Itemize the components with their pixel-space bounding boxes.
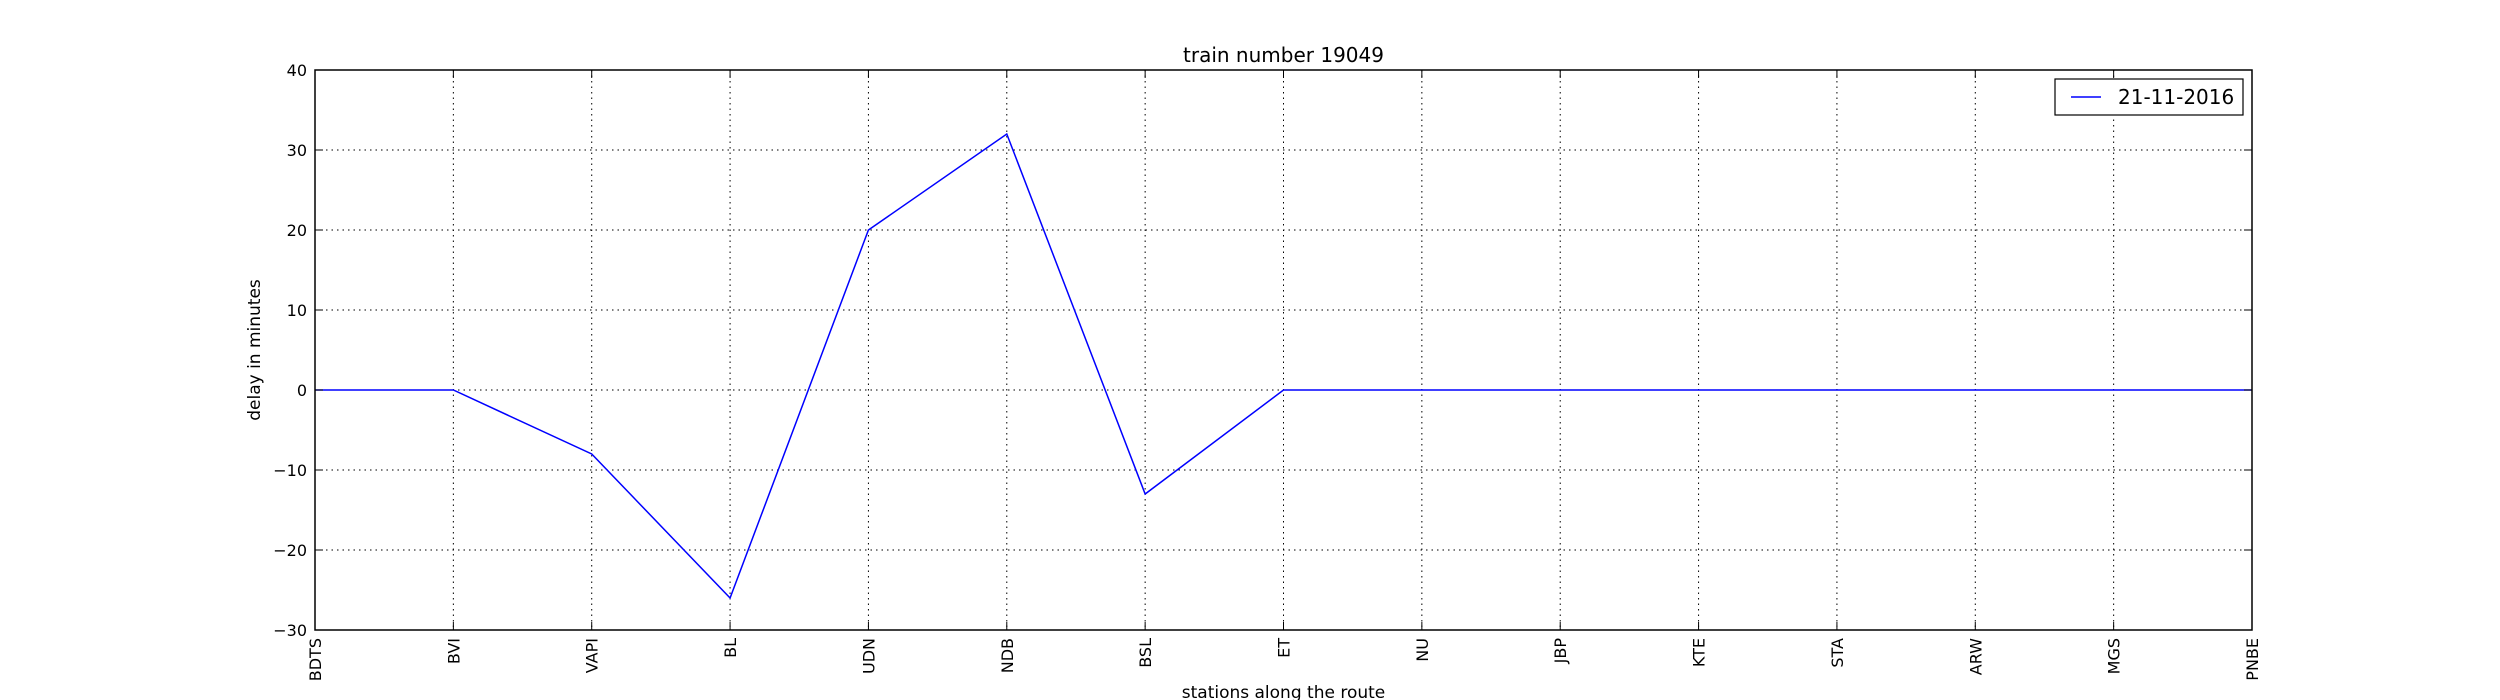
y-tick-label: −20 bbox=[273, 541, 307, 560]
x-tick-label: MGS bbox=[2105, 638, 2124, 674]
legend: 21-11-2016 bbox=[2054, 78, 2244, 116]
x-axis-label: stations along the route bbox=[1182, 683, 1386, 700]
y-axis-ticks: 40 30 20 10 0 −10 −20 −30 bbox=[273, 61, 2252, 640]
x-tick-label: JBP bbox=[1551, 638, 1570, 665]
y-tick-label: 40 bbox=[287, 61, 307, 80]
x-tick-label: BSL bbox=[1136, 638, 1155, 668]
x-tick-label: STA bbox=[1828, 638, 1847, 668]
plot-area bbox=[315, 70, 2252, 630]
x-tick-label: NDB bbox=[998, 638, 1017, 673]
x-tick-label: BVI bbox=[444, 638, 463, 664]
y-tick-label: −10 bbox=[273, 461, 307, 480]
x-axis-ticks: BDTS BVI VAPI BL UDN NDB BSL ET NU JBP KTE STA ARW MG… bbox=[306, 70, 2262, 681]
y-tick-label: 20 bbox=[287, 221, 307, 240]
series-line bbox=[315, 132, 2252, 600]
series-layer bbox=[315, 132, 2252, 600]
y-tick-label: 0 bbox=[297, 381, 307, 400]
y-tick-label: 10 bbox=[287, 301, 307, 320]
y-tick-label: 30 bbox=[287, 141, 307, 160]
x-tick-label: VAPI bbox=[583, 638, 602, 673]
x-tick-label: NU bbox=[1413, 638, 1432, 662]
y-axis-label: delay in minutes bbox=[245, 279, 265, 421]
x-tick-label: UDN bbox=[859, 638, 878, 674]
chart-title: train number 19049 bbox=[1183, 43, 1384, 67]
x-tick-label: PNBE bbox=[2243, 638, 2262, 681]
x-tick-label: ET bbox=[1275, 638, 1294, 658]
x-tick-label: BDTS bbox=[306, 638, 325, 681]
x-tick-label: KTE bbox=[1690, 638, 1709, 667]
x-tick-label: BL bbox=[721, 638, 740, 658]
y-tick-label: −30 bbox=[273, 621, 307, 640]
x-tick-label: ARW bbox=[1966, 638, 1985, 675]
legend-label: 21-11-2016 bbox=[2118, 85, 2234, 109]
